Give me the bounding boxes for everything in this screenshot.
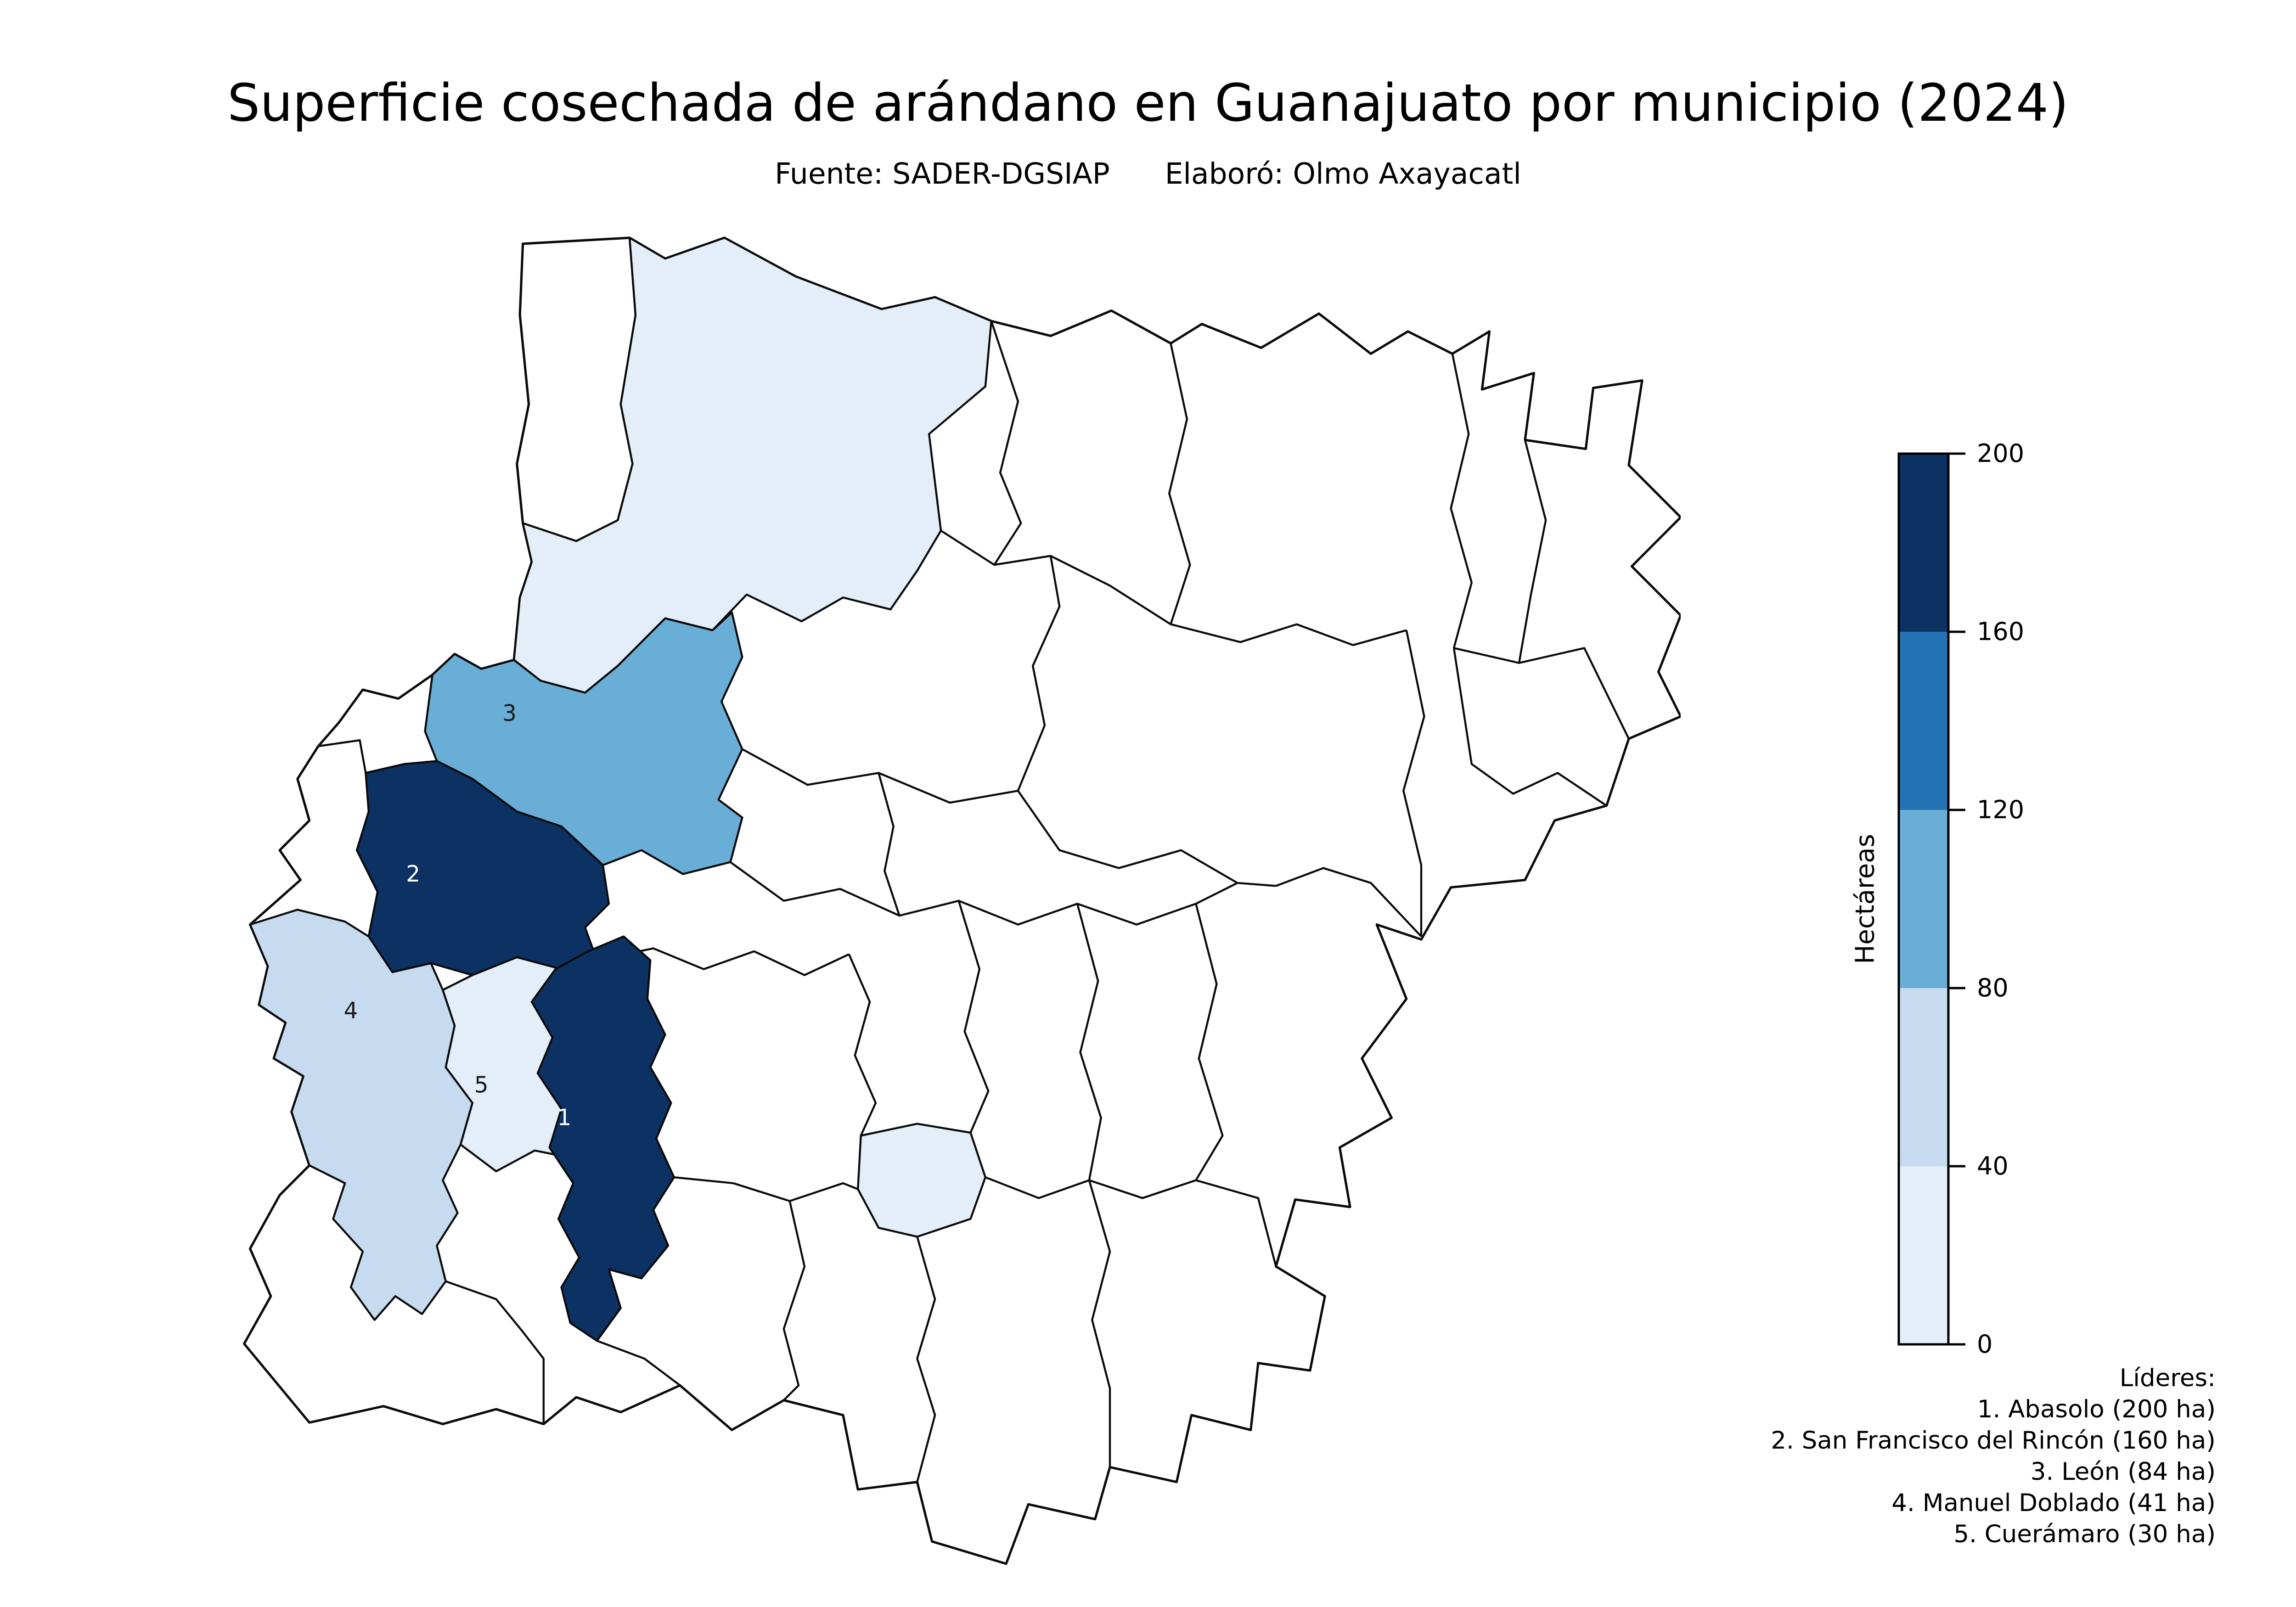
region-label-2: 2: [406, 861, 420, 887]
region-label-3: 3: [502, 701, 517, 726]
colorbar-bin-160-200: [1899, 454, 1948, 632]
choropleth-map: 1 2 3 4 5: [220, 226, 1682, 1571]
municipal-boundaries: [318, 236, 1630, 1483]
leader-item-2: 2. San Francisco del Rincón (160 ha): [1771, 1427, 2216, 1455]
colorbar-svg: [1897, 452, 1965, 1346]
region-label-1: 1: [557, 1105, 572, 1131]
region-abasolo: [530, 935, 675, 1342]
colorbar-tick-200: 200: [1977, 439, 2025, 468]
leader-item-3: 3. León (84 ha): [2030, 1458, 2216, 1486]
colorbar-axis-label: Hectáreas: [1850, 834, 1880, 964]
colorbar-bin-120-160: [1899, 632, 1948, 810]
leaders-list: Líderes: 1. Abasolo (200 ha) 2. San Fran…: [1771, 1363, 2216, 1550]
colorbar-bin-40-80: [1899, 988, 1948, 1166]
colorbar-tick-40: 40: [1977, 1152, 2009, 1180]
colorbar-tick-80: 80: [1977, 973, 2009, 1002]
colorbar-bin-80-120: [1899, 810, 1948, 988]
colorbar-frame: [1897, 452, 1950, 1346]
chart-subtitle: Fuente: SADER-DGSIAP Elaboró: Olmo Axayac…: [0, 157, 2296, 191]
colorbar-tick-160: 160: [1977, 617, 2025, 646]
colorbar-bin-0-40: [1899, 1166, 1948, 1344]
leader-item-5: 5. Cuerámaro (30 ha): [1953, 1520, 2216, 1548]
colorbar-tick-0: 0: [1977, 1330, 1993, 1359]
colorbar-tick-marks: [1948, 452, 1965, 1346]
region-center-east-shaded: [857, 1123, 987, 1238]
region-label-4: 4: [344, 998, 358, 1024]
chart-title: Superficie cosechada de arándano en Guan…: [227, 73, 2069, 133]
leader-item-4: 4. Manuel Doblado (41 ha): [1891, 1489, 2216, 1517]
leaders-heading: Líderes:: [2119, 1364, 2216, 1392]
colorbar-tick-120: 120: [1977, 795, 2025, 824]
source-text: Fuente: SADER-DGSIAP: [775, 157, 1110, 191]
colorbar: [1896, 451, 1975, 1347]
author-text: Elaboró: Olmo Axayacatl: [1165, 157, 1521, 191]
region-manuel-doblado: [249, 909, 474, 1321]
region-labels: 1 2 3 4 5: [344, 701, 572, 1131]
region-san-felipe-shaded: [513, 236, 992, 694]
region-label-5: 5: [474, 1072, 489, 1098]
leader-item-1: 1. Abasolo (200 ha): [1977, 1395, 2216, 1423]
guanajuato-map-svg: 1 2 3 4 5: [243, 236, 1682, 1565]
